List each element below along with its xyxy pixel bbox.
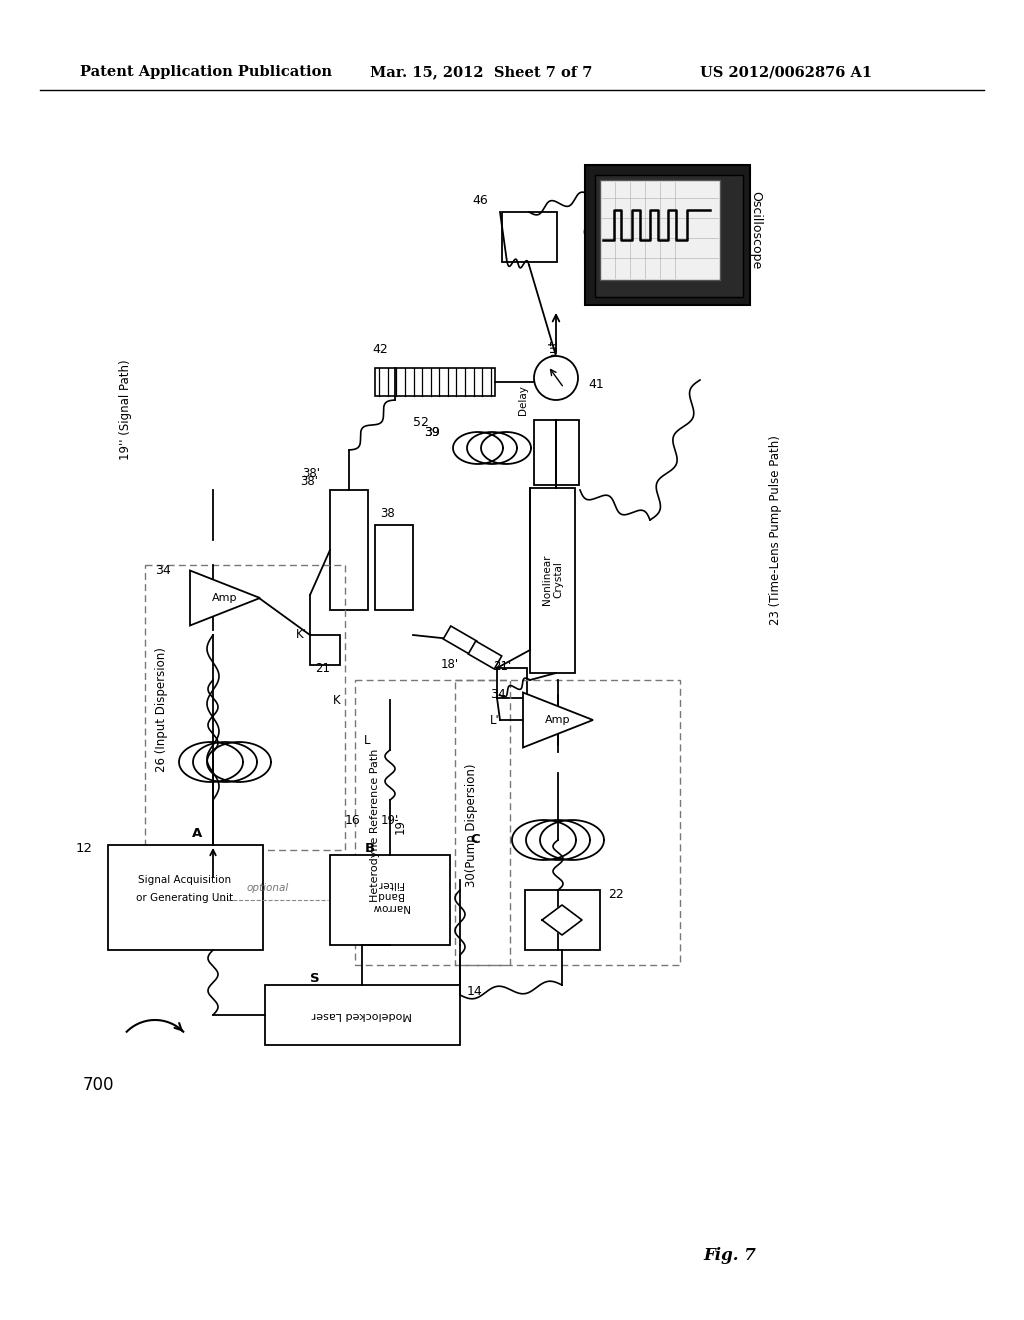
Bar (585, 165, 750, 305)
Text: B: B (365, 842, 375, 855)
Polygon shape (190, 570, 260, 626)
Text: K: K (333, 693, 340, 706)
Bar (525, 890, 600, 950)
Bar (600, 180, 720, 280)
Text: 18': 18' (441, 659, 459, 672)
Text: L: L (364, 734, 370, 747)
Text: 21': 21' (493, 660, 511, 672)
Bar (355, 680, 510, 965)
Text: 34: 34 (490, 689, 506, 701)
Text: Mar. 15, 2012  Sheet 7 of 7: Mar. 15, 2012 Sheet 7 of 7 (370, 65, 592, 79)
Text: 34: 34 (155, 564, 171, 577)
Text: Patent Application Publication: Patent Application Publication (80, 65, 332, 79)
Bar (330, 855, 450, 945)
Bar (502, 213, 557, 261)
Text: 38': 38' (300, 475, 318, 488)
Text: Delay: Delay (518, 385, 528, 414)
Bar (265, 985, 460, 1045)
Text: 30(Pump Dispersion): 30(Pump Dispersion) (466, 763, 478, 887)
Text: or Generating Unit: or Generating Unit (136, 894, 233, 903)
Text: S: S (310, 972, 319, 985)
Text: 19': 19' (381, 813, 399, 826)
Text: Signal Acquisition: Signal Acquisition (138, 875, 231, 884)
Text: 26 (Input Dispersion): 26 (Input Dispersion) (156, 648, 169, 772)
Text: 46: 46 (472, 194, 487, 206)
Circle shape (534, 356, 578, 400)
Text: Amp: Amp (545, 715, 570, 725)
Text: 52: 52 (413, 417, 429, 429)
Text: optional: optional (247, 883, 289, 894)
Bar (375, 525, 413, 610)
Text: 38': 38' (302, 467, 319, 480)
Text: US 2012/0062876 A1: US 2012/0062876 A1 (700, 65, 872, 79)
Text: 38: 38 (380, 507, 394, 520)
Text: Amp: Amp (212, 593, 238, 603)
Text: 39: 39 (424, 425, 440, 438)
Text: C: C (470, 833, 480, 846)
Bar (310, 635, 340, 665)
Bar (595, 176, 743, 297)
Text: Oscilloscope: Oscilloscope (750, 191, 763, 269)
Text: L': L' (490, 714, 500, 726)
Bar (330, 490, 368, 610)
Bar (375, 368, 495, 396)
Bar (455, 680, 680, 965)
Bar (497, 668, 527, 698)
Polygon shape (523, 693, 593, 747)
Text: Narrow
Band
Filter: Narrow Band Filter (372, 879, 409, 912)
Text: 16: 16 (345, 813, 360, 826)
Text: Modelocked Laser: Modelocked Laser (312, 1010, 413, 1020)
Bar (534, 420, 579, 484)
Text: 21: 21 (315, 661, 330, 675)
Text: Heterodyne Reference Path: Heterodyne Reference Path (370, 748, 380, 902)
Polygon shape (443, 626, 477, 653)
Bar (530, 488, 575, 673)
Text: 19': 19' (393, 816, 407, 834)
Text: A: A (191, 828, 202, 840)
Text: 14: 14 (467, 985, 482, 998)
Text: 22: 22 (608, 888, 624, 902)
Polygon shape (542, 906, 582, 935)
Text: 12: 12 (76, 842, 93, 855)
Text: 19'' (Signal Path): 19'' (Signal Path) (120, 359, 132, 461)
Bar (145, 565, 345, 850)
Text: 23 (Time-Lens Pump Pulse Path): 23 (Time-Lens Pump Pulse Path) (769, 436, 782, 624)
Bar (108, 845, 263, 950)
Text: Output: Output (547, 339, 560, 380)
Text: 39: 39 (424, 425, 440, 438)
Text: K': K' (296, 628, 307, 642)
Text: Nonlinear
Crystal: Nonlinear Crystal (542, 554, 564, 606)
Polygon shape (468, 642, 502, 669)
Text: 42: 42 (372, 343, 388, 356)
Text: 700: 700 (82, 1076, 114, 1094)
Text: 41: 41 (588, 379, 604, 392)
Text: Fig. 7: Fig. 7 (703, 1246, 757, 1263)
